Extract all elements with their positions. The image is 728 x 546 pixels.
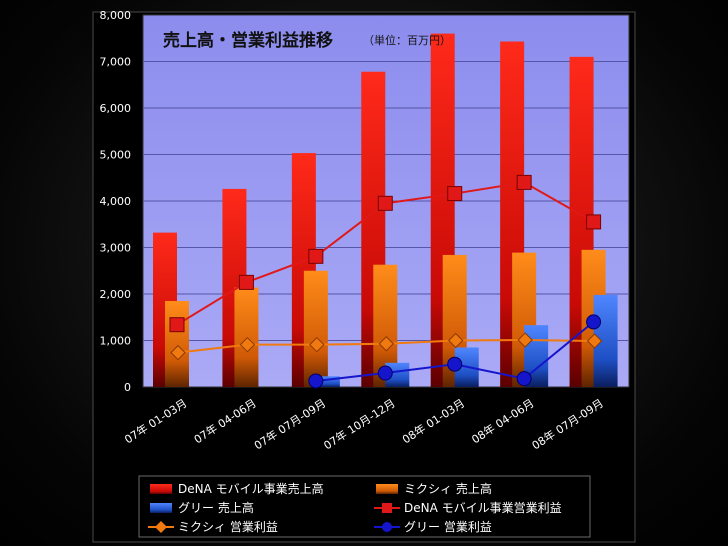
y-tick-label: 1,000 xyxy=(100,335,132,348)
legend-box xyxy=(138,475,591,538)
dena-profit-point xyxy=(377,195,393,211)
mixi-profit-point xyxy=(239,336,256,353)
chart-title: 売上高・営業利益推移 xyxy=(163,30,333,51)
y-tick-label: 8,000 xyxy=(100,9,132,22)
legend-swatch xyxy=(376,484,398,494)
mixi-profit-point xyxy=(378,336,394,352)
mixi-profit-point xyxy=(170,344,186,361)
y-axis-ticks: 0 1,000 2,000 3,000 4,000 5,000 6,000 7,000 8,00… xyxy=(100,9,132,394)
mixi-profit-point xyxy=(448,332,464,349)
y-tick-label: 5,000 xyxy=(100,149,132,162)
legend-swatch xyxy=(150,484,172,494)
legend-label: ミクシィ 売上高 xyxy=(404,481,492,496)
lines xyxy=(169,174,603,389)
y-tick-label: 4,000 xyxy=(100,195,132,208)
y-tick-label: 7,000 xyxy=(100,56,132,69)
gree-profit-point xyxy=(308,373,324,389)
legend-marker xyxy=(382,522,392,532)
dena-profit-point xyxy=(169,317,185,333)
y-tick-label: 6,000 xyxy=(100,102,132,115)
bar-mixi-sales xyxy=(303,270,328,387)
gree-profit-point xyxy=(516,371,532,387)
y-tick-label: 2,000 xyxy=(100,288,132,301)
mixi-profit-point xyxy=(586,333,603,349)
legend-label: グリー 営業利益 xyxy=(404,520,492,534)
y-tick-label: 3,000 xyxy=(100,242,132,255)
gree-profit-point xyxy=(447,356,463,372)
legend-label: グリー 売上高 xyxy=(178,500,254,515)
dena-profit-point xyxy=(238,274,254,290)
mixi-profit-point xyxy=(517,332,533,348)
gree-profit-point xyxy=(377,365,393,381)
legend-marker xyxy=(155,521,167,533)
legend-swatch xyxy=(150,503,172,513)
y-tick-label: 0 xyxy=(124,381,131,394)
chart-subtitle: （単位：百万円） xyxy=(363,33,451,47)
dena-profit-point xyxy=(586,214,602,230)
bar-mixi-sales xyxy=(165,300,189,387)
bar-gree-sales xyxy=(315,376,340,387)
dena-profit-point xyxy=(447,186,463,202)
legend-label: DeNA モバイル事業営業利益 xyxy=(404,501,562,515)
legend-label: ミクシィ 営業利益 xyxy=(178,520,278,534)
mixi-profit-point xyxy=(309,336,325,353)
bars xyxy=(153,33,618,387)
dena-profit-point xyxy=(308,248,324,264)
gree-profit-point xyxy=(586,314,602,330)
bar-mixi-sales xyxy=(234,287,259,387)
dena-profit-point xyxy=(516,174,532,190)
legend-marker xyxy=(382,503,392,513)
legend-label: DeNA モバイル事業売上高 xyxy=(178,481,324,496)
